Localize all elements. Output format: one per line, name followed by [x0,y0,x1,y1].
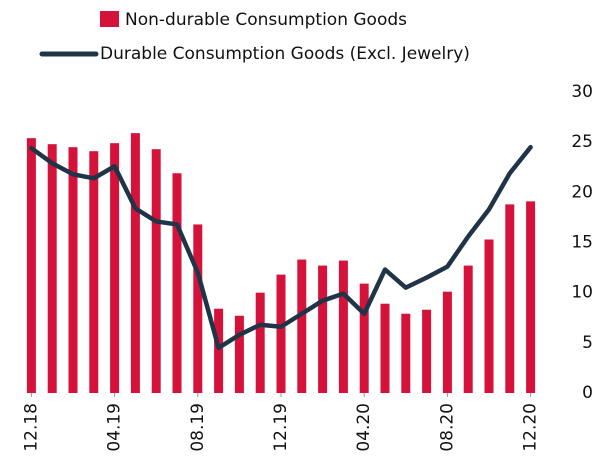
bar [422,309,432,393]
bar [172,173,182,393]
bar [526,201,536,393]
legend-label: Non-durable Consumption Goods [125,10,407,30]
legend-label: Durable Consumption Goods (Excl. Jewelry… [100,44,470,64]
bar [193,224,203,393]
y-tick-label: 20 [571,182,593,202]
x-tick-label: 12.20 [521,403,541,452]
bar [276,274,286,393]
bar [255,292,265,393]
bar [151,149,161,393]
bar [359,283,369,393]
bar [89,151,99,393]
bar [234,315,244,393]
bar [297,259,307,393]
bar [505,204,515,393]
y-tick-label: 30 [571,82,593,102]
bar [442,291,452,393]
x-tick-label: 04.20 [354,403,374,452]
bar [318,265,328,393]
bar [463,265,473,393]
bar [484,239,494,393]
y-tick-label: 25 [571,132,593,152]
bar [380,303,390,393]
x-tick-label: 08.20 [437,403,457,452]
bar [110,143,120,393]
x-tick-label: 12.18 [21,403,41,452]
bar [26,138,36,393]
y-tick-label: 5 [582,333,593,353]
x-tick-label: 04.19 [105,403,125,452]
bar [214,308,224,393]
x-tick-label: 12.19 [271,403,291,452]
bar [47,144,57,393]
bar [401,313,411,393]
y-tick-label: 10 [571,283,593,303]
bar [130,133,140,394]
x-tick-label: 08.19 [188,403,208,452]
y-tick-label: 15 [571,233,593,253]
y-tick-label: 0 [582,383,593,403]
legend-swatch-bar [100,11,119,27]
bar [338,260,348,393]
bar [68,147,78,393]
line [29,144,533,351]
